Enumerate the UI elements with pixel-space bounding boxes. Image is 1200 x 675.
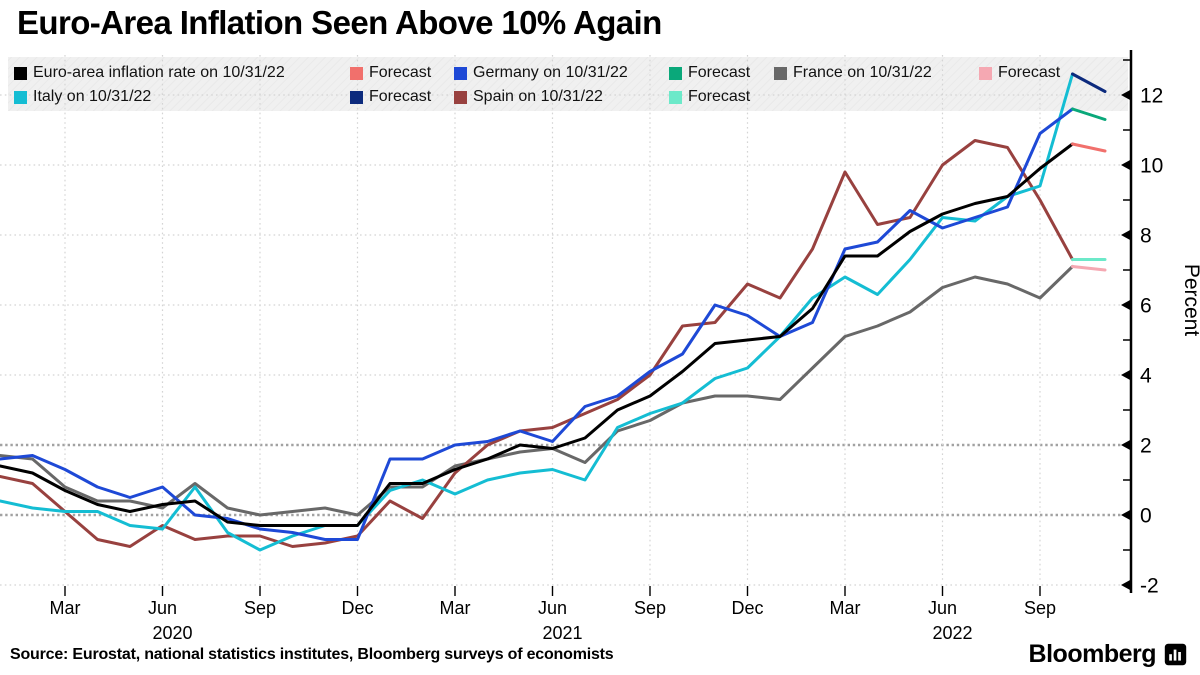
x-tick-label-mar-2: Mar bbox=[50, 598, 81, 618]
y-tick-arrow-12 bbox=[1121, 89, 1131, 101]
bloomberg-terminal-icon bbox=[1164, 643, 1187, 666]
legend-item-label: Forecast bbox=[688, 88, 751, 105]
forecast-line-france-forecast bbox=[1071, 265, 1107, 272]
y-tick-arrow--2 bbox=[1121, 579, 1131, 591]
legend-item-label: Forecast bbox=[369, 88, 432, 105]
legend-item-spain: Spain on 10/31/22 bbox=[454, 87, 603, 107]
x-tick-label-mar-14: Mar bbox=[440, 598, 471, 618]
source-note: Source: Eurostat, national statistics in… bbox=[10, 646, 614, 663]
y-tick-arrow-0 bbox=[1121, 509, 1131, 521]
legend-item-label: Spain on 10/31/22 bbox=[473, 88, 603, 105]
legend-item-france-forecast: Forecast bbox=[979, 63, 1060, 83]
y-tick-label-10: 10 bbox=[1140, 155, 1163, 178]
y-tick-label-2: 2 bbox=[1140, 435, 1152, 458]
x-tick-label-dec-23: Dec bbox=[731, 598, 763, 618]
chart-legend: Euro-area inflation rate on 10/31/22 For… bbox=[8, 57, 1128, 111]
legend-item-euro-area: Euro-area inflation rate on 10/31/22 bbox=[14, 63, 285, 83]
series-line-euro-area bbox=[0, 142, 1074, 527]
x-year-label-2021: 2021 bbox=[542, 623, 582, 643]
y-tick-arrow-4 bbox=[1121, 369, 1131, 381]
series-line-italy bbox=[0, 72, 1074, 552]
legend-swatch-germany bbox=[454, 66, 467, 80]
series-line-germany bbox=[0, 107, 1074, 541]
legend-swatch-italy-forecast bbox=[350, 90, 363, 104]
bloomberg-wordmark: Bloomberg bbox=[1028, 640, 1157, 668]
legend-item-label: France on 10/31/22 bbox=[793, 64, 932, 81]
x-tick-label-sep-8: Sep bbox=[244, 598, 276, 618]
forecast-line-euro-area-forecast bbox=[1071, 142, 1107, 153]
y-tick-arrow-2 bbox=[1121, 439, 1131, 451]
x-tick-label-dec-11: Dec bbox=[341, 598, 373, 618]
x-tick-label-jun-17: Jun bbox=[538, 598, 567, 618]
legend-swatch-france bbox=[774, 66, 787, 80]
legend-item-label: Italy on 10/31/22 bbox=[33, 88, 152, 105]
x-year-label-2020: 2020 bbox=[152, 623, 192, 643]
legend-item-label: Forecast bbox=[998, 64, 1061, 81]
y-tick-label--2: -2 bbox=[1140, 575, 1159, 598]
y-tick-label-8: 8 bbox=[1140, 225, 1152, 248]
legend-item-italy-forecast: Forecast bbox=[350, 87, 431, 107]
page-title: Euro-Area Inflation Seen Above 10% Again bbox=[17, 4, 662, 41]
y-tick-label-0: 0 bbox=[1140, 505, 1152, 528]
legend-item-spain-forecast: Forecast bbox=[669, 87, 750, 107]
legend-swatch-italy bbox=[14, 90, 27, 104]
x-year-label-2022: 2022 bbox=[932, 623, 972, 643]
y-tick-label-4: 4 bbox=[1140, 365, 1152, 388]
legend-swatch-spain-forecast bbox=[669, 90, 682, 104]
series-line-france bbox=[0, 265, 1074, 517]
forecast-line-germany-forecast bbox=[1071, 107, 1107, 121]
legend-item-euro-area-forecast: Forecast bbox=[350, 63, 431, 83]
y-tick-arrow-10 bbox=[1121, 159, 1131, 171]
x-tick-label-mar-26: Mar bbox=[830, 598, 861, 618]
y-tick-label-12: 12 bbox=[1140, 85, 1163, 108]
legend-swatch-spain bbox=[454, 90, 467, 104]
y-tick-arrow-8 bbox=[1121, 229, 1131, 241]
legend-swatch-euro-area-forecast bbox=[350, 66, 363, 80]
legend-swatch-germany-forecast bbox=[669, 66, 682, 80]
legend-swatch-france-forecast bbox=[979, 66, 992, 80]
legend-item-germany: Germany on 10/31/22 bbox=[454, 63, 628, 83]
legend-item-label: Forecast bbox=[688, 64, 751, 81]
legend-item-italy: Italy on 10/31/22 bbox=[14, 87, 151, 107]
legend-item-germany-forecast: Forecast bbox=[669, 63, 750, 83]
legend-background bbox=[8, 57, 1128, 111]
bloomberg-brand: Bloomberg bbox=[1029, 640, 1187, 669]
y-axis-title: Percent bbox=[1180, 264, 1200, 337]
forecast-line-italy-forecast bbox=[1071, 72, 1107, 93]
legend-item-label: Forecast bbox=[369, 64, 432, 81]
y-tick-label-6: 6 bbox=[1140, 295, 1152, 318]
x-tick-label-jun-29: Jun bbox=[928, 598, 957, 618]
legend-item-france: France on 10/31/22 bbox=[774, 63, 932, 83]
legend-item-label: Euro-area inflation rate on 10/31/22 bbox=[33, 64, 285, 81]
x-tick-label-sep-32: Sep bbox=[1024, 598, 1056, 618]
series-line-spain bbox=[0, 139, 1074, 548]
x-tick-label-jun-5: Jun bbox=[148, 598, 177, 618]
y-tick-arrow-6 bbox=[1121, 299, 1131, 311]
legend-item-label: Germany on 10/31/22 bbox=[473, 64, 628, 81]
legend-swatch-euro-area bbox=[14, 66, 27, 80]
x-tick-label-sep-20: Sep bbox=[634, 598, 666, 618]
